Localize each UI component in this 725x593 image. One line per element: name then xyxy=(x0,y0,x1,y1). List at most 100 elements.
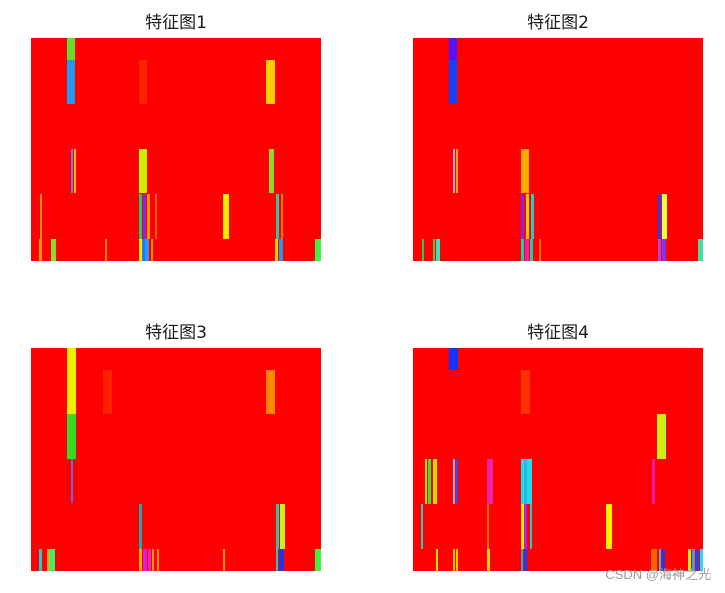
heatmap-cell xyxy=(139,149,147,193)
heatmap-cell xyxy=(487,459,493,504)
heatmap-cell xyxy=(315,239,321,261)
heatmap-cell xyxy=(606,504,612,549)
heatmap-cell xyxy=(142,239,145,261)
heatmap-cell xyxy=(433,239,435,261)
heatmap-plot xyxy=(413,38,703,261)
heatmap-cell xyxy=(103,370,112,414)
heatmap-cell xyxy=(453,549,455,571)
heatmap-cell xyxy=(651,549,657,571)
heatmap-cell xyxy=(652,459,655,504)
heatmap-cell xyxy=(524,504,527,549)
heatmap-cell xyxy=(524,459,527,504)
chart-title: 特征图1 xyxy=(145,13,207,33)
heatmap-cell xyxy=(139,60,147,104)
heatmap-cell xyxy=(530,504,532,549)
heatmap-cell xyxy=(145,239,149,261)
heatmap-cell xyxy=(525,239,529,261)
heatmap-cell xyxy=(524,549,527,571)
heatmap-cell xyxy=(700,549,703,571)
heatmap-cell xyxy=(521,149,529,193)
heatmap-cell xyxy=(526,194,529,239)
heatmap-cell xyxy=(67,348,76,414)
heatmap-cell xyxy=(139,504,142,549)
heatmap-cell xyxy=(147,194,150,239)
heatmap-cell xyxy=(698,239,703,261)
heatmap-cell xyxy=(139,549,142,571)
chart-title: 特征图2 xyxy=(527,13,589,33)
heatmap-cell xyxy=(456,459,458,504)
heatmap-cell xyxy=(148,549,151,571)
watermark: CSDN @海神之光 xyxy=(605,567,711,582)
heatmap-plot xyxy=(31,38,321,261)
heatmap-cell xyxy=(521,370,530,414)
heatmap-cell xyxy=(71,459,73,503)
heatmap-cell xyxy=(453,149,455,193)
heatmap-cell xyxy=(662,239,666,261)
heatmap-cell xyxy=(487,504,489,549)
heatmap-cell xyxy=(662,549,665,571)
heatmap-cell xyxy=(74,149,76,193)
heatmap-cell xyxy=(657,414,666,459)
heatmap-cell xyxy=(67,414,76,459)
heatmap-cell xyxy=(449,38,457,60)
heatmap-cell xyxy=(527,459,532,504)
heatmap-plot xyxy=(413,348,703,571)
heatmap-cell xyxy=(279,549,284,571)
heatmap-cell xyxy=(433,459,437,504)
heatmap-cell xyxy=(521,194,524,239)
heatmap-cell xyxy=(658,194,661,239)
heatmap-cell xyxy=(139,194,142,239)
heatmap-cell xyxy=(143,549,147,571)
heatmap-cell xyxy=(449,60,457,104)
heatmap-cell xyxy=(425,459,427,504)
panel-feature-map-2: 特征图2 xyxy=(413,8,703,261)
heatmap-cell xyxy=(279,239,283,261)
heatmap-cell xyxy=(658,239,661,261)
heatmap-cell xyxy=(275,239,278,261)
heatmap-cell xyxy=(421,504,423,549)
heatmap-cell xyxy=(152,549,154,571)
heatmap-cell xyxy=(449,348,458,370)
heatmap-cell xyxy=(143,194,146,239)
heatmap-cell xyxy=(276,549,278,571)
heatmap-cell xyxy=(39,549,42,571)
heatmap-cell xyxy=(139,239,142,261)
panel-feature-map-1: 特征图1 xyxy=(31,8,321,261)
heatmap-cell xyxy=(223,549,225,571)
heatmap-cell xyxy=(276,504,279,549)
chart-title: 特征图4 xyxy=(527,323,589,343)
heatmap-cell xyxy=(487,549,490,571)
heatmap-cell xyxy=(47,549,49,571)
heatmap-background xyxy=(413,38,703,261)
heatmap-cell xyxy=(40,194,42,239)
heatmap-cell xyxy=(531,194,534,239)
heatmap-cell xyxy=(49,549,55,571)
heatmap-cell xyxy=(453,459,455,504)
heatmap-cell xyxy=(266,370,275,414)
heatmap-cell xyxy=(692,549,695,571)
heatmap-cell xyxy=(521,504,524,549)
heatmap-cell xyxy=(662,194,667,239)
heatmap-cell xyxy=(67,60,75,104)
heatmap-cell xyxy=(266,60,275,104)
heatmap-cell xyxy=(521,549,523,571)
heatmap-cell xyxy=(67,38,75,60)
heatmap-cell xyxy=(530,239,533,261)
heatmap-cell xyxy=(281,194,283,239)
panel-feature-map-3: 特征图3 xyxy=(31,318,321,571)
heatmap-cell xyxy=(539,239,541,261)
heatmap-cell xyxy=(39,239,42,261)
heatmap-cell xyxy=(521,239,524,261)
heatmap-cell xyxy=(436,549,438,571)
heatmap-cell xyxy=(315,549,321,571)
heatmap-cell xyxy=(276,194,279,239)
heatmap-cell xyxy=(151,239,153,261)
heatmap-cell xyxy=(105,239,107,261)
heatmap-plot xyxy=(31,348,321,571)
heatmap-cell xyxy=(428,459,431,504)
heatmap-cell xyxy=(71,149,73,193)
heatmap-cell xyxy=(659,549,661,571)
heatmap-cell xyxy=(436,239,440,261)
heatmap-cell xyxy=(456,549,458,571)
heatmap-cell xyxy=(280,504,285,549)
